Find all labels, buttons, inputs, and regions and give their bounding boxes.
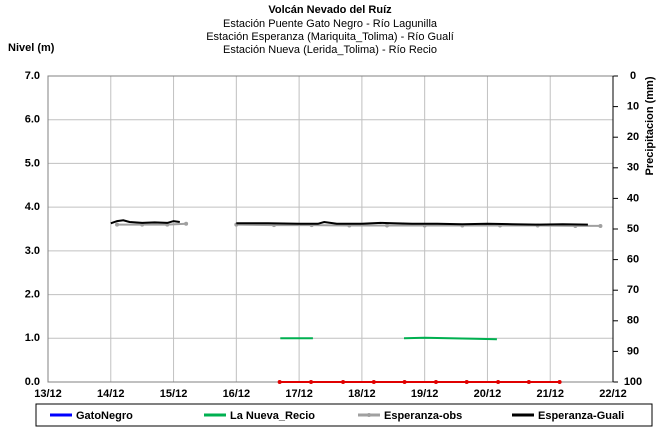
subtitle: Estación Puente Gato Negro - Río Lagunil… [223,18,438,30]
y2-tick-label: 0 [630,70,636,82]
x-tick-label: 22/12 [599,388,627,400]
x-tick-label: 18/12 [348,388,376,400]
x-tick-label: 20/12 [474,388,502,400]
x-tick-label: 17/12 [285,388,313,400]
series-marker [371,380,376,384]
x-tick-label: 19/12 [411,388,439,400]
legend-marker [367,413,371,417]
legend-label: La Nueva_Recio [230,410,315,422]
y2-tick-label: 20 [627,131,639,143]
y2-tick-label: 50 [627,223,639,235]
y2-tick-label: 60 [627,254,639,266]
y-tick-label: 0.0 [25,376,40,388]
y-tick-label: 1.0 [25,332,40,344]
series-marker [526,380,531,384]
y2-tick-label: 10 [627,101,639,113]
y2-tick-label: 30 [627,162,639,174]
y-tick-label: 7.0 [25,70,40,82]
series-marker [598,223,603,228]
series-marker [496,380,501,384]
series-marker [277,380,282,384]
subtitle: Estación Nueva (Lerida_Tolima) - Río Rec… [223,44,437,56]
y-tick-label: 5.0 [25,157,40,169]
series-marker [184,221,189,226]
y-tick-label: 4.0 [25,201,40,213]
y2-axis-label: Precipitacion (mm) [644,76,656,175]
y-tick-label: 6.0 [25,114,40,126]
chart-title: Volcán Nevado del Ruíz [268,4,392,16]
x-tick-label: 13/12 [34,388,62,400]
y2-tick-label: 100 [624,376,642,388]
subtitle: Estación Esperanza (Mariquita_Tolima) - … [206,31,454,43]
x-tick-label: 16/12 [223,388,251,400]
series-marker [557,380,562,384]
y-tick-label: 2.0 [25,288,40,300]
series-marker [309,380,314,384]
series-marker [341,380,346,384]
y2-tick-label: 40 [627,192,639,204]
x-tick-label: 21/12 [536,388,564,400]
series-marker [385,223,389,228]
y-tick-label: 3.0 [25,245,40,257]
legend-label: Esperanza-Guali [538,410,624,422]
legend-label: Esperanza-obs [384,410,462,422]
series-line [280,336,497,341]
series-marker [464,380,469,384]
series-line [110,219,588,226]
series-marker [115,222,120,227]
y2-tick-label: 90 [627,345,639,357]
y2-tick-label: 70 [627,284,639,296]
x-tick-label: 15/12 [160,388,188,400]
y2-tick-label: 80 [627,315,639,327]
x-tick-label: 14/12 [97,388,125,400]
series-marker [433,380,438,384]
series-marker [402,380,407,384]
y-axis-label: Nivel (m) [8,42,55,54]
legend-box [35,403,653,427]
legend-label: GatoNegro [76,410,133,422]
